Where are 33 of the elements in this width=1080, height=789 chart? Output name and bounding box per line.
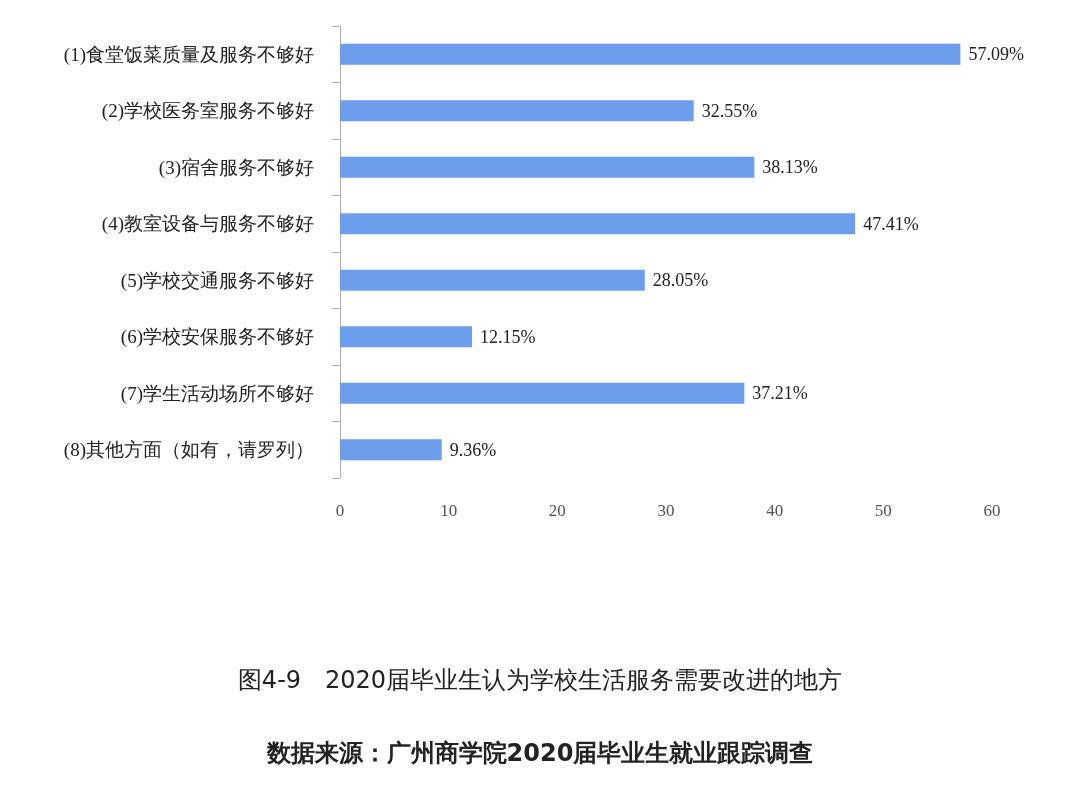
x-tick-label: 40 (766, 501, 784, 520)
y-tick-label: (6)学校安保服务不够好 (120, 326, 314, 349)
data-label: 12.15% (480, 326, 536, 347)
x-tick-label: 20 (548, 501, 566, 520)
y-tick-label: (4)教室设备与服务不够好 (101, 213, 314, 236)
y-tick-label: (8)其他方面（如有，请罗列） (63, 439, 314, 462)
data-label: 38.13% (762, 157, 818, 178)
y-tick-label: (7)学生活动场所不够好 (120, 382, 314, 405)
x-tick-label: 30 (657, 501, 675, 520)
source-note: 数据来源：广州商学院2020届毕业生就业跟踪调查 (265, 739, 814, 767)
bar (340, 382, 745, 404)
bar (340, 156, 755, 178)
text: 图4-9 2020届毕业生认为学校生活服务需要改进的地方 (237, 666, 843, 694)
x-tick-label: 60 (983, 501, 1001, 520)
data-label: 9.36% (449, 439, 497, 460)
bar (340, 326, 473, 348)
data-label: 57.09% (968, 44, 1024, 65)
bar (340, 439, 442, 461)
bar (340, 43, 961, 65)
data-label: 28.05% (652, 270, 709, 291)
bar (340, 269, 645, 291)
y-tick-label: (2)学校医务室服务不够好 (101, 100, 314, 123)
y-tick-label: (5)学校交通服务不够好 (120, 269, 314, 292)
data-label: 47.41% (863, 213, 919, 234)
bar (340, 213, 856, 235)
data-label: 37.21% (752, 383, 808, 404)
x-tick-label: 50 (874, 501, 892, 520)
y-tick-label: (3)宿舍服务不够好 (158, 156, 314, 179)
x-tick-label: 10 (440, 501, 458, 520)
bar (340, 100, 694, 122)
x-tick-label: 0 (335, 501, 345, 520)
y-tick-label: (1)食堂饭菜质量及服务不够好 (63, 43, 314, 66)
data-label: 32.55% (701, 100, 758, 121)
